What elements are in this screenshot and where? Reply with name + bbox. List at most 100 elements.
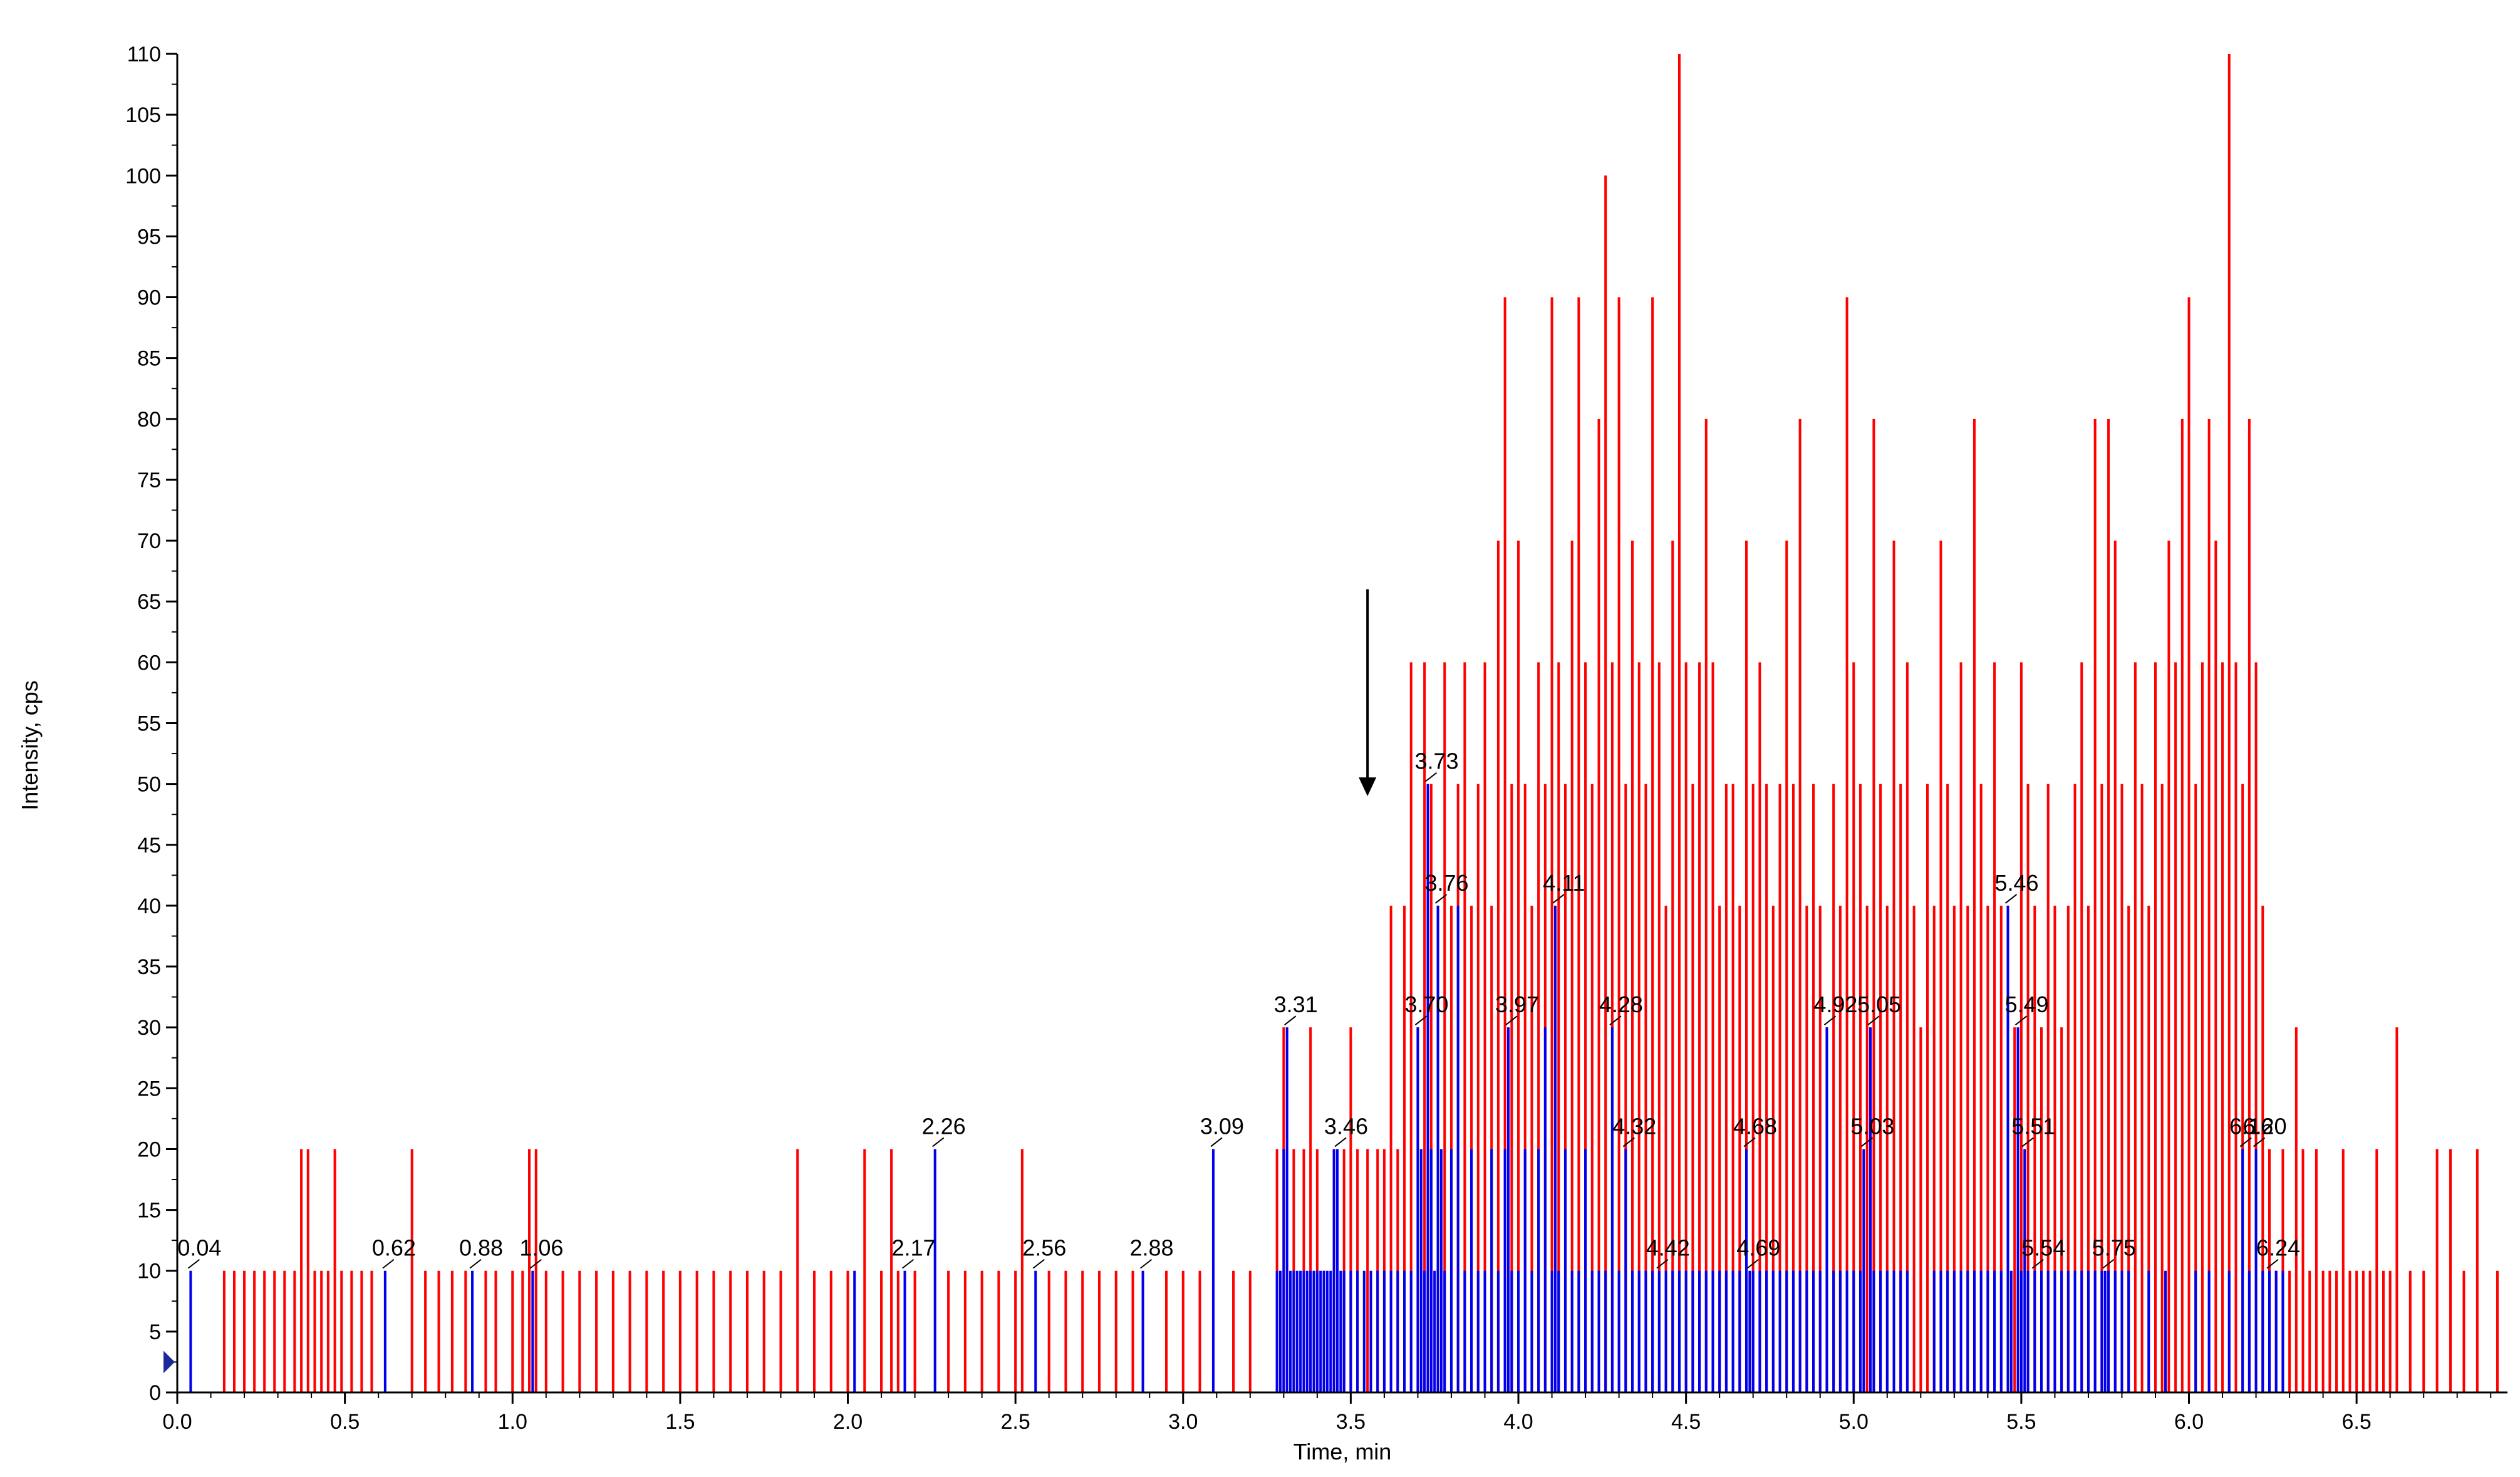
y-tick-label-17: 85 <box>137 347 161 371</box>
peak-leader-23 <box>1867 1015 1880 1025</box>
peak-leader-2 <box>469 1258 482 1269</box>
peak-label-25: 5.49 <box>2004 992 2048 1017</box>
x-tick-label-4: 2.0 <box>833 1410 863 1434</box>
y-tick-label-8: 40 <box>137 894 161 918</box>
peak-leader-29 <box>2239 1137 2252 1148</box>
y-tick-label-6: 30 <box>137 1016 161 1040</box>
peak-leader-0 <box>187 1258 200 1269</box>
axes: 0 5 10 15 20 25 30 35 40 45 50 55 60 65 70 75 80 85 90 95 10… <box>125 43 2507 1434</box>
peak-leader-31 <box>2266 1258 2279 1269</box>
peak-label-27: 5.54 <box>2021 1235 2065 1261</box>
peak-label-31: 6.24 <box>2256 1235 2300 1261</box>
peak-leader-25 <box>2014 1015 2028 1025</box>
y-tick-label-10: 50 <box>137 773 161 797</box>
peak-label-7: 2.88 <box>1129 1235 1173 1261</box>
peak-leader-22 <box>1860 1137 1873 1148</box>
peak-label-10: 3.46 <box>1324 1113 1368 1139</box>
y-tick-label-16: 80 <box>137 408 161 432</box>
peak-label-5: 2.26 <box>922 1113 966 1139</box>
peak-label-19: 4.68 <box>1733 1113 1777 1139</box>
peak-label-6: 2.56 <box>1022 1235 1066 1261</box>
y-tick-label-7: 35 <box>137 955 161 979</box>
x-tick-label-13: 6.5 <box>2342 1410 2372 1434</box>
peak-leader-21 <box>1823 1015 1837 1025</box>
peak-leader-7 <box>1139 1258 1153 1269</box>
y-tick-label-13: 65 <box>137 590 161 614</box>
peak-label-1: 0.62 <box>372 1235 416 1261</box>
peak-label-11: 3.70 <box>1404 992 1448 1017</box>
x-tick-label-9: 4.5 <box>1671 1410 1701 1434</box>
peak-label-21: 4.92 <box>1813 992 1857 1017</box>
peak-leader-30 <box>2253 1137 2266 1148</box>
peak-label-0: 0.04 <box>177 1235 221 1261</box>
y-tick-label-1: 5 <box>149 1320 161 1344</box>
peak-label-18: 4.42 <box>1646 1235 1690 1261</box>
y-tick-label-15: 75 <box>137 469 161 492</box>
x-tick-label-11: 5.5 <box>2006 1410 2036 1434</box>
y-tick-label-4: 20 <box>137 1138 161 1161</box>
x-tick-label-5: 2.5 <box>1000 1410 1030 1434</box>
x-tick-label-1: 0.5 <box>330 1410 360 1434</box>
peak-leader-1 <box>382 1258 395 1269</box>
peak-label-22: 5.03 <box>1850 1113 1894 1139</box>
y-tick-label-12: 60 <box>137 651 161 675</box>
peak-label-8: 3.09 <box>1200 1113 1244 1139</box>
x-tick-label-12: 6.0 <box>2174 1410 2204 1434</box>
peak-leader-14 <box>1505 1015 1518 1025</box>
peak-leader-26 <box>2021 1137 2034 1148</box>
x-tick-label-6: 3.0 <box>1168 1410 1198 1434</box>
peak-label-26: 5.51 <box>2011 1113 2055 1139</box>
peak-leader-10 <box>1334 1137 1347 1148</box>
peak-label-20: 4.69 <box>1736 1235 1780 1261</box>
x-tick-label-10: 5.0 <box>1839 1410 1869 1434</box>
peak-leader-9 <box>1284 1015 1297 1025</box>
peak-labels: 0.04 0.62 0.88 1.06 2.17 2.26 2.56 2.88 3.09 3.31… <box>177 749 2300 1269</box>
peak-leader-11 <box>1414 1015 1428 1025</box>
peak-label-3: 1.06 <box>519 1235 563 1261</box>
peak-leader-20 <box>1746 1258 1759 1269</box>
peak-label-23: 5.05 <box>1857 992 1901 1017</box>
peak-leader-19 <box>1743 1137 1756 1148</box>
down-arrow-icon <box>1359 777 1377 797</box>
peak-leader-12 <box>1424 772 1438 782</box>
peak-label-24: 5.46 <box>1994 870 2038 896</box>
peak-label-4: 2.17 <box>891 1235 935 1261</box>
peak-label-14: 3.97 <box>1495 992 1539 1017</box>
y-tick-label-11: 55 <box>137 712 161 736</box>
y-tick-label-22: 110 <box>127 43 161 66</box>
peak-leader-4 <box>901 1258 915 1269</box>
peak-leader-17 <box>1622 1137 1635 1148</box>
peak-leader-3 <box>529 1258 542 1269</box>
peak-leader-16 <box>1609 1015 1622 1025</box>
y-tick-label-21: 105 <box>125 103 161 127</box>
peak-leader-27 <box>2031 1258 2044 1269</box>
red-series <box>222 54 2499 1392</box>
y-tick-label-14: 70 <box>137 529 161 553</box>
y-tick-label-18: 90 <box>137 286 161 310</box>
peak-label-17: 4.32 <box>1612 1113 1656 1139</box>
y-tick-label-0: 0 <box>149 1381 161 1405</box>
peak-leader-18 <box>1656 1258 1669 1269</box>
peak-label-9: 3.31 <box>1274 992 1318 1017</box>
x-tick-label-2: 1.0 <box>498 1410 527 1434</box>
peak-label-2: 0.88 <box>459 1235 503 1261</box>
y-tick-label-20: 100 <box>125 164 161 188</box>
x-tick-label-8: 4.0 <box>1503 1410 1533 1434</box>
peak-label-29: 6.16 <box>2229 1113 2273 1139</box>
y-tick-label-9: 45 <box>137 834 161 858</box>
x-tick-label-0: 0.0 <box>162 1410 192 1434</box>
x-tick-label-3: 1.5 <box>665 1410 695 1434</box>
y-tick-label-5: 25 <box>137 1077 161 1101</box>
peak-leader-13 <box>1434 894 1448 904</box>
peak-label-13: 3.76 <box>1425 870 1469 896</box>
peak-label-16: 4.28 <box>1599 992 1643 1017</box>
peak-leader-6 <box>1032 1258 1045 1269</box>
peak-label-30: 6.20 <box>2243 1113 2287 1139</box>
peak-leader-15 <box>1552 894 1565 904</box>
blue-series <box>189 784 2284 1392</box>
y-tick-label-2: 10 <box>137 1260 161 1283</box>
annotations <box>1359 589 1377 797</box>
y-axis-title: Intensity, cps <box>17 680 43 810</box>
x-axis-title: Time, min <box>1294 1439 1392 1464</box>
